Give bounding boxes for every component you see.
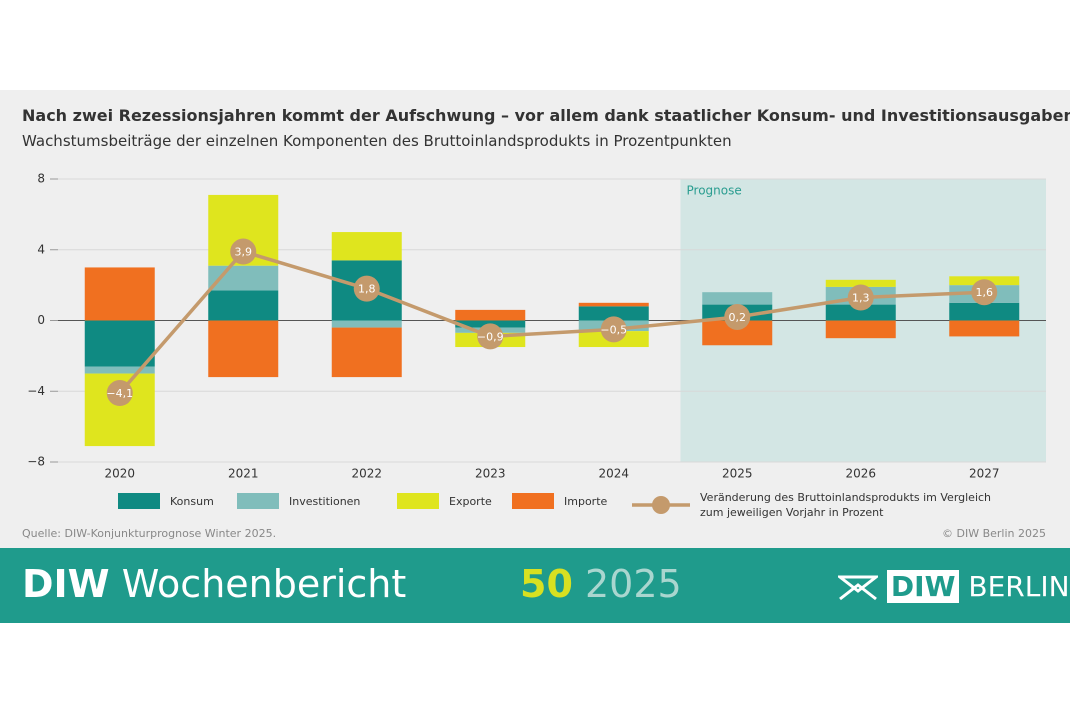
bar: [578, 302, 649, 307]
year: 2025: [584, 562, 682, 606]
bar: [208, 320, 279, 378]
line-marker: [724, 303, 751, 330]
line-marker: [230, 238, 257, 265]
bar: [578, 306, 649, 321]
legend-entry: Importe: [512, 490, 607, 512]
chart-title: Nach zwei Rezessionsjahren kommt der Auf…: [22, 106, 1070, 125]
legend-swatch: [237, 493, 279, 509]
x-tick-label: 2023: [475, 467, 506, 481]
line-marker: [106, 380, 133, 407]
legend-swatch: [118, 493, 160, 509]
y-tick-label: 8: [37, 172, 45, 186]
bar: [949, 320, 1020, 337]
legend-rect: [118, 493, 160, 509]
bar: [825, 320, 896, 339]
bar: [949, 302, 1020, 321]
data-label: 1,3: [852, 292, 870, 305]
bar: [331, 320, 402, 328]
legend-swatch: [632, 496, 690, 514]
bar: [84, 267, 155, 321]
data-label: −0,9: [477, 330, 504, 343]
legend-label: Veränderung des Bruttoinlandsprodukts im…: [700, 491, 992, 519]
bar: [825, 304, 896, 321]
data-label: 3,9: [235, 246, 253, 259]
line-marker: [971, 279, 998, 306]
bar: [825, 279, 896, 287]
bar: [208, 290, 279, 321]
data-label: −0,5: [600, 323, 627, 336]
bar: [331, 232, 402, 261]
publication-rest: Wochenbericht: [121, 562, 407, 606]
y-tick-label: −8: [27, 455, 45, 469]
data-label: −4,1: [106, 387, 133, 400]
line-marker: [477, 323, 504, 350]
issue: 50: [520, 562, 573, 606]
logo-icon: [838, 575, 878, 601]
bar: [84, 320, 155, 367]
y-tick-label: 0: [37, 313, 45, 327]
legend-rect: [512, 493, 554, 509]
data-label: 1,8: [358, 283, 376, 296]
legend-label: Importe: [564, 494, 608, 508]
x-tick-label: 2021: [228, 467, 259, 481]
legend-rect: [237, 493, 279, 509]
legend-entry: Exporte: [397, 490, 492, 512]
logo-text: BERLIN: [968, 570, 1070, 603]
chart-subtitle: Wachstumsbeiträge der einzelnen Komponen…: [22, 132, 732, 150]
logo-mark: DIW: [886, 570, 960, 603]
legend-entry: Veränderung des Bruttoinlandsprodukts im…: [632, 490, 1000, 520]
legend-entry: Investitionen: [237, 490, 360, 512]
forecast-label: Prognose: [687, 184, 742, 198]
x-tick-label: 2027: [969, 467, 1000, 481]
x-tick-label: 2025: [722, 467, 753, 481]
bar: [455, 309, 526, 321]
x-tick-label: 2022: [351, 467, 382, 481]
x-tick-label: 2020: [104, 467, 135, 481]
y-tick-label: 4: [37, 242, 45, 256]
line-marker: [600, 316, 627, 343]
legend-label: Exporte: [449, 494, 492, 508]
line: [118, 249, 985, 395]
legend-swatch: [512, 493, 554, 509]
legend-marker: [652, 496, 670, 514]
publication-brand: DIW: [22, 562, 110, 606]
data-label: 1,6: [976, 286, 994, 299]
legend-rect: [397, 493, 439, 509]
x-tick-label: 2026: [845, 467, 876, 481]
line-marker: [353, 275, 380, 302]
legend-entry: Konsum: [118, 490, 214, 512]
legend-swatch: [397, 493, 439, 509]
source: Quelle: DIW-Konjunkturprognose Winter 20…: [22, 527, 277, 540]
copyright: © DIW Berlin 2025: [942, 527, 1046, 540]
bar: [84, 366, 155, 374]
y-tick-label: −4: [27, 384, 45, 398]
line-marker: [847, 284, 874, 311]
legend-label: Konsum: [170, 494, 214, 508]
bar: [331, 327, 402, 378]
legend-label: Investitionen: [289, 494, 361, 508]
x-tick-label: 2024: [598, 467, 629, 481]
banner: DIW Wochenbericht 50 2025 DIW BERLIN: [0, 548, 1070, 623]
bar: [702, 292, 773, 305]
data-label: 0,2: [729, 311, 747, 324]
